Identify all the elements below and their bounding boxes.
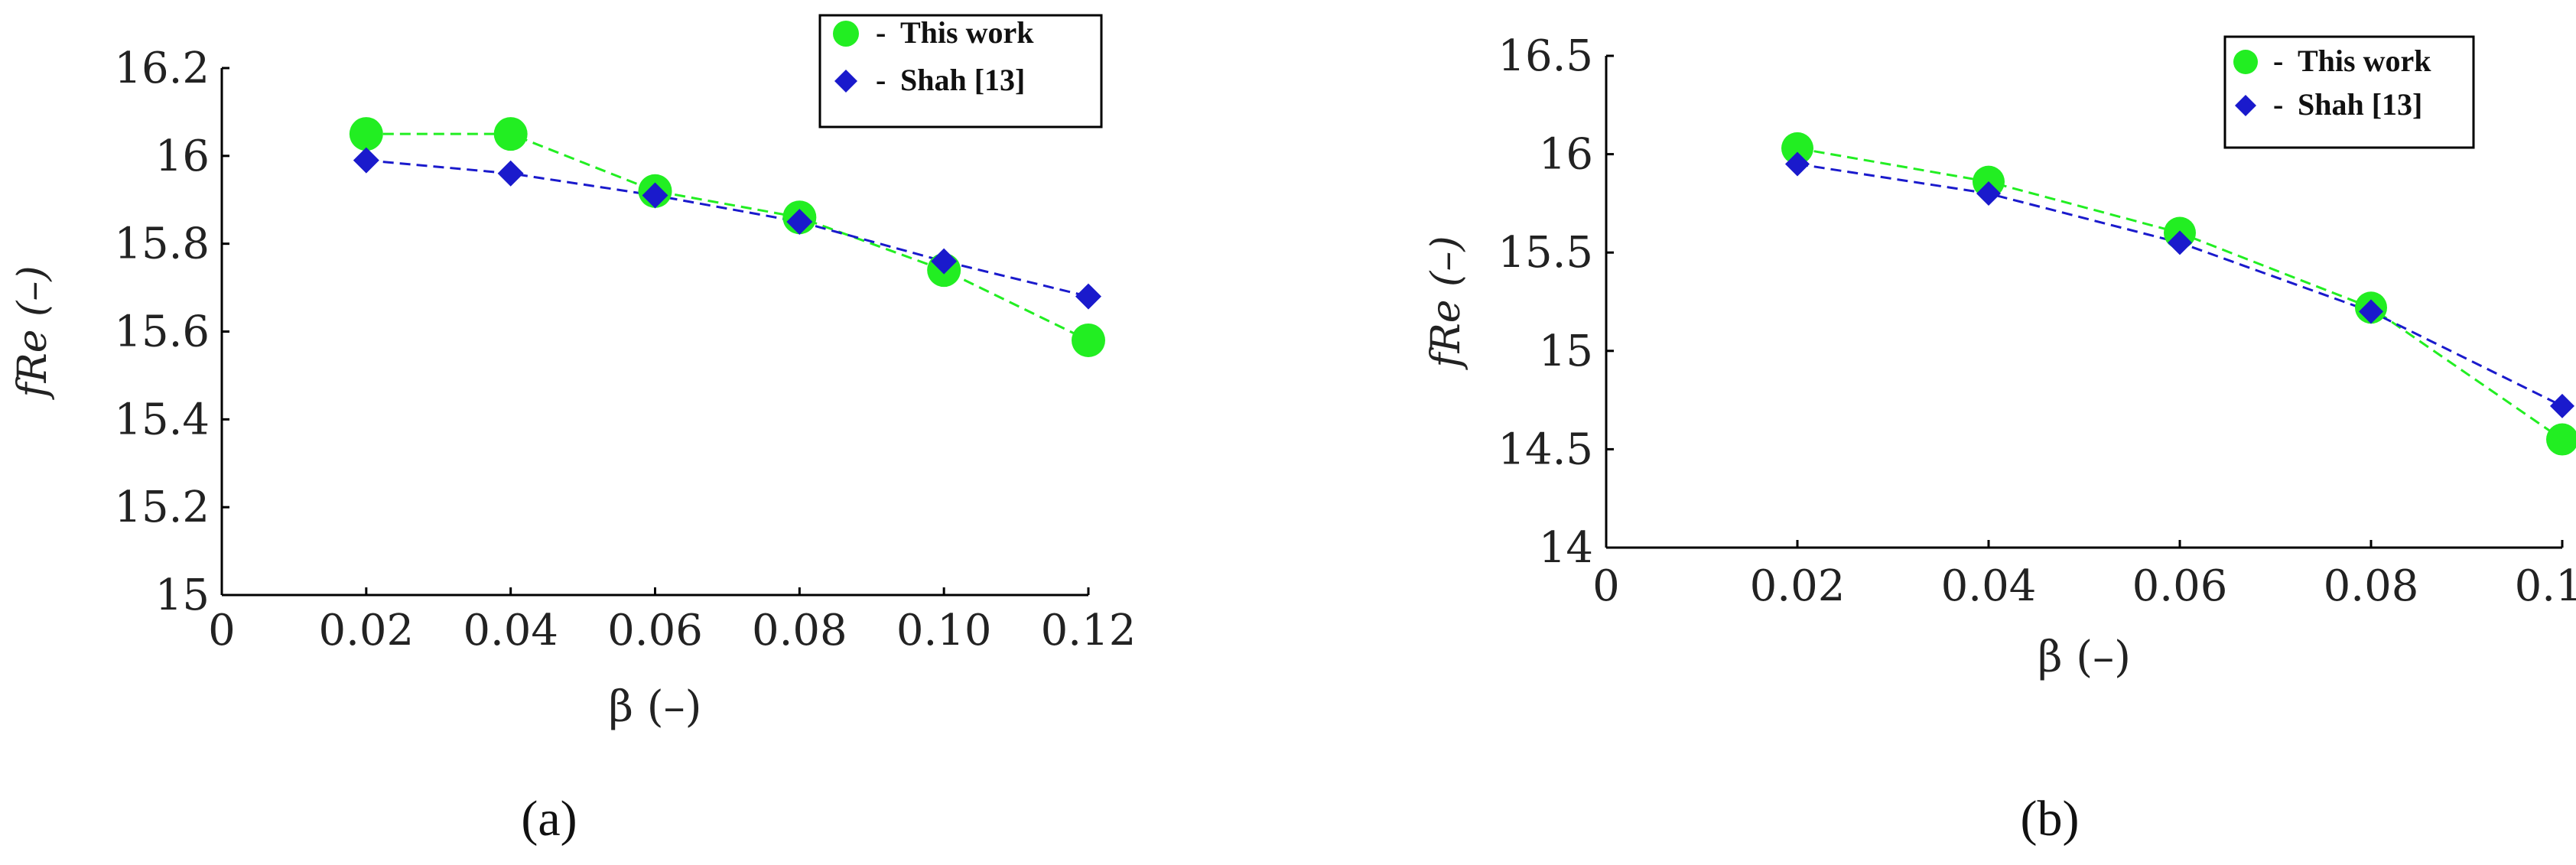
x-tick-label: 0.08 <box>752 606 847 655</box>
series-line-1 <box>1797 162 2563 408</box>
legend-marker-circle <box>2233 50 2258 74</box>
data-point-diamond <box>497 160 524 187</box>
legend-prefix: - <box>2273 44 2283 78</box>
data-point-diamond <box>931 248 958 275</box>
data-point-circle <box>2546 423 2576 456</box>
data-point-diamond <box>2359 299 2383 324</box>
legend-box <box>2223 35 2475 149</box>
data-point-diamond <box>1075 283 1101 310</box>
data-point-circle <box>349 117 383 151</box>
legend-prefix: - <box>876 63 886 97</box>
x-axis-label: β (–) <box>2038 632 2131 682</box>
y-tick-label: 16.5 <box>1498 31 1593 81</box>
x-tick-label: 0.10 <box>896 606 992 655</box>
data-point-diamond <box>353 147 379 174</box>
y-axis-label: fRe (–) <box>1423 236 1469 370</box>
y-tick-label: 16 <box>1539 130 1593 180</box>
x-tick-label: 0.04 <box>1941 561 2037 611</box>
legend-prefix: - <box>2273 87 2283 122</box>
data-point-diamond <box>2168 230 2192 255</box>
y-tick-label: 15.8 <box>114 220 210 269</box>
data-point-circle <box>1781 132 1813 164</box>
y-axis-label: fRe (–) <box>10 265 56 400</box>
series-line-1 <box>366 159 1089 298</box>
data-point-diamond <box>642 182 668 209</box>
legend-prefix: - <box>876 15 886 50</box>
data-point-circle <box>493 117 528 151</box>
data-point-diamond <box>1976 181 2001 206</box>
x-tick-label: 0 <box>208 606 236 655</box>
x-tick-label: 0.10 <box>2515 561 2576 611</box>
x-tick-label: 0.08 <box>2324 561 2419 611</box>
legend-label: Shah [13] <box>900 63 1025 97</box>
x-tick-label: 0.02 <box>1750 561 1846 611</box>
legend-marker-circle <box>833 21 859 47</box>
y-tick-label: 15.5 <box>1498 228 1593 278</box>
data-point-diamond <box>1785 151 1810 177</box>
y-tick-label: 16.2 <box>114 44 210 93</box>
x-tick-label: 0 <box>1592 561 1620 611</box>
legend-label: This work <box>2298 44 2431 78</box>
x-tick-label: 0.06 <box>2132 561 2228 611</box>
x-tick-label: 0.02 <box>318 606 414 655</box>
panel-label: (a) <box>521 791 577 847</box>
legend-label: This work <box>900 15 1034 50</box>
legend-marker-diamond <box>834 70 857 93</box>
x-axis-label: β (–) <box>609 682 702 732</box>
y-tick-label: 15.4 <box>114 395 210 444</box>
legend-box <box>818 14 1103 128</box>
x-tick-label: 0.12 <box>1041 606 1137 655</box>
y-tick-label: 15 <box>1539 327 1593 376</box>
series-line-0 <box>366 132 1089 342</box>
series-line-0 <box>1797 147 2563 441</box>
data-point-circle <box>1072 323 1105 357</box>
data-point-diamond <box>786 208 813 235</box>
y-tick-label: 15.2 <box>114 483 210 532</box>
y-tick-label: 15 <box>155 571 210 620</box>
legend-label: Shah [13] <box>2298 87 2422 122</box>
y-tick-label: 16 <box>155 132 210 181</box>
panel-label: (b) <box>2021 791 2080 847</box>
data-point-diamond <box>2550 393 2574 418</box>
x-tick-label: 0.04 <box>463 606 558 655</box>
legend-marker-diamond <box>2235 95 2256 116</box>
y-tick-label: 14.5 <box>1498 424 1593 474</box>
y-tick-label: 14 <box>1539 523 1593 573</box>
y-tick-label: 15.6 <box>114 307 210 357</box>
x-tick-label: 0.06 <box>607 606 703 655</box>
